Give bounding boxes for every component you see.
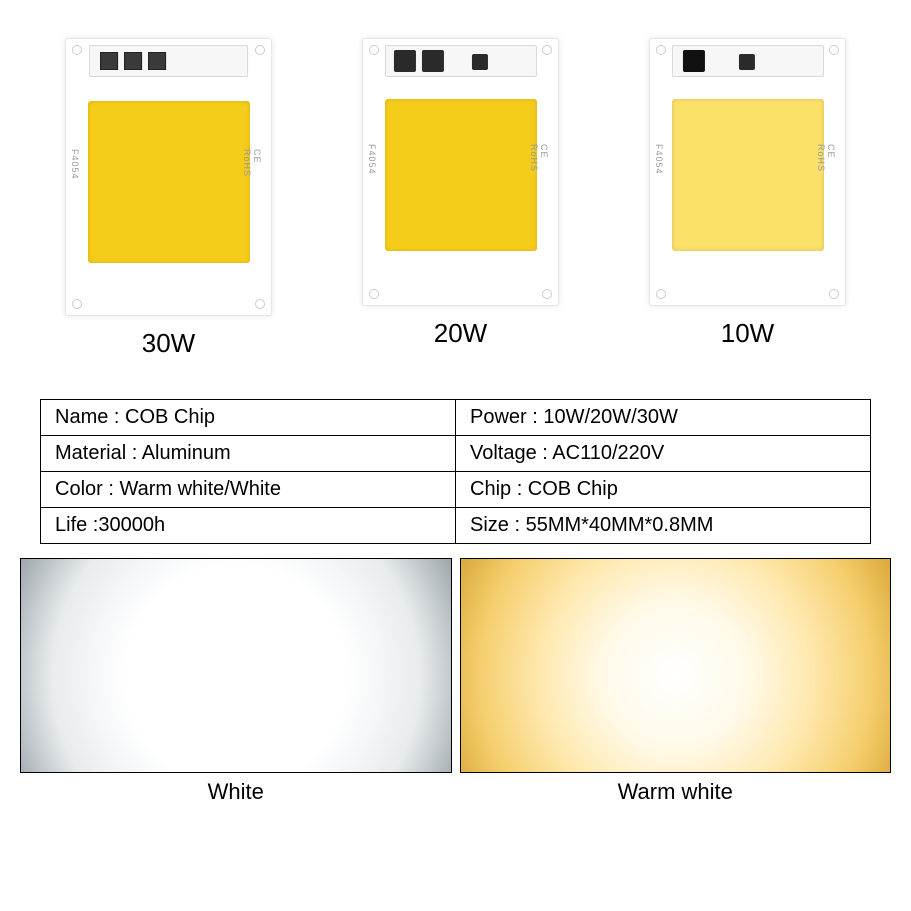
- chips-row: F4054 CE RoHS 30W F4054 CE RoHS 20W: [0, 0, 911, 359]
- spec-cell: Power : 10W/20W/30W: [456, 400, 871, 436]
- white-light-swatch: [20, 558, 452, 773]
- mount-hole-icon: [369, 45, 379, 55]
- chip-side-label-left: F4054: [70, 149, 80, 180]
- spec-cell: Chip : COB Chip: [456, 472, 871, 508]
- chip-10w: F4054 CE RoHS: [649, 38, 846, 306]
- smd-pad-icon: [148, 52, 166, 70]
- chip-side-label-left: F4054: [654, 144, 664, 175]
- chip-side-label-right: CE RoHS: [242, 149, 262, 177]
- warm-white-caption: Warm white: [460, 779, 892, 805]
- mount-hole-icon: [656, 289, 666, 299]
- mount-hole-icon: [369, 289, 379, 299]
- white-caption: White: [20, 779, 452, 805]
- driver-strip: [384, 45, 536, 77]
- led-emitter-area: [672, 99, 824, 251]
- smd-pad-icon: [393, 50, 415, 72]
- spec-cell: Size : 55MM*40MM*0.8MM: [456, 508, 871, 544]
- chip-block-30w: F4054 CE RoHS 30W: [65, 38, 272, 359]
- table-row: Material : Aluminum Voltage : AC110/220V: [41, 436, 871, 472]
- warm-white-light-swatch: [460, 558, 892, 773]
- chip-caption-10w: 10W: [721, 318, 774, 349]
- smd-pad-icon: [100, 52, 118, 70]
- mount-hole-icon: [72, 45, 82, 55]
- mount-hole-icon: [829, 45, 839, 55]
- led-emitter-area: [385, 99, 537, 251]
- smd-pad-icon: [421, 50, 443, 72]
- mount-hole-icon: [656, 45, 666, 55]
- swatch-caption-row: White Warm white: [20, 779, 891, 805]
- mount-hole-icon: [255, 299, 265, 309]
- mount-hole-icon: [542, 289, 552, 299]
- smd-pad-icon: [682, 50, 704, 72]
- mount-hole-icon: [72, 299, 82, 309]
- spec-cell: Voltage : AC110/220V: [456, 436, 871, 472]
- spec-cell: Name : COB Chip: [41, 400, 456, 436]
- chip-block-10w: F4054 CE RoHS 10W: [649, 38, 846, 359]
- spec-table: Name : COB Chip Power : 10W/20W/30W Mate…: [40, 399, 871, 544]
- light-swatch-row: [20, 558, 891, 773]
- chip-caption-20w: 20W: [434, 318, 487, 349]
- smd-pad-icon: [124, 52, 142, 70]
- smd-pad-icon: [738, 54, 754, 70]
- table-row: Life :30000h Size : 55MM*40MM*0.8MM: [41, 508, 871, 544]
- driver-strip: [89, 45, 249, 77]
- table-row: Name : COB Chip Power : 10W/20W/30W: [41, 400, 871, 436]
- mount-hole-icon: [255, 45, 265, 55]
- chip-side-label-left: F4054: [367, 144, 377, 175]
- table-row: Color : Warm white/White Chip : COB Chip: [41, 472, 871, 508]
- chip-side-label-right: CE RoHS: [816, 144, 836, 172]
- mount-hole-icon: [829, 289, 839, 299]
- mount-hole-icon: [542, 45, 552, 55]
- chip-20w: F4054 CE RoHS: [362, 38, 559, 306]
- spec-cell: Life :30000h: [41, 508, 456, 544]
- driver-strip: [671, 45, 823, 77]
- led-emitter-area: [88, 101, 250, 263]
- spec-cell: Material : Aluminum: [41, 436, 456, 472]
- spec-cell: Color : Warm white/White: [41, 472, 456, 508]
- smd-pad-icon: [471, 54, 487, 70]
- chip-side-label-right: CE RoHS: [529, 144, 549, 172]
- chip-caption-30w: 30W: [142, 328, 195, 359]
- chip-block-20w: F4054 CE RoHS 20W: [362, 38, 559, 359]
- chip-30w: F4054 CE RoHS: [65, 38, 272, 316]
